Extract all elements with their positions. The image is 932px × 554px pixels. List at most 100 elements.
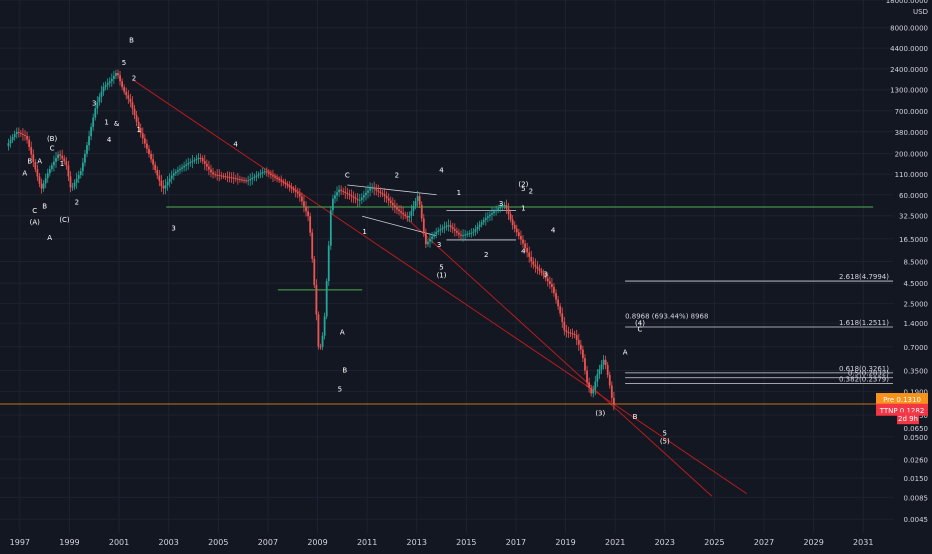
candle-body [383,194,386,197]
wave-label: (3) [595,410,605,418]
candle-body [420,204,423,219]
candle-body [158,175,161,181]
candle-body [232,177,235,179]
candle-body [228,176,231,178]
wave-label: C [638,325,643,333]
wave-label: 2 [75,199,79,207]
candle-body [257,174,260,176]
candle-body [259,173,262,175]
y-tick-label: 2400.0000 [890,66,928,74]
candle-body [88,136,90,146]
wave-label: 3 [437,241,441,249]
candle-body [480,222,483,225]
candle-body [447,225,450,227]
candle-body [40,183,43,189]
candle-body [569,332,572,334]
candle-body [19,132,22,134]
candle-body [526,247,529,253]
candle-body [412,206,415,211]
candle-body [210,169,212,173]
candle-body [575,335,578,340]
candle-body [280,180,283,182]
candle-body [551,284,553,287]
candle-body [243,179,245,181]
candle-body [309,216,312,233]
candle-body [367,190,369,193]
candle-body [476,226,479,230]
candle-body [340,189,343,191]
candle-body [220,175,223,177]
candle-body [100,91,103,97]
candle-body [460,234,462,236]
trendline-upper [133,80,747,495]
candle-body [38,176,41,184]
candle-body [278,179,281,181]
candle-body [28,139,31,148]
wave-label: 4 [107,136,112,144]
wave-label: 5 [521,185,525,193]
candle-body [499,207,502,209]
y-tick-label: 18000.0000 [886,0,928,5]
x-tick-label: 2003 [158,538,178,547]
y-tick-label: 8000.0000 [890,25,928,33]
candle-body [174,171,177,174]
candle-body [354,197,357,200]
candle-body [129,98,132,103]
candle-body [48,168,51,174]
candle-body [528,252,531,257]
candle-body [112,75,115,79]
y-tick-label: 32.5000 [899,213,928,221]
wave-label: (B) [47,135,58,143]
fib-level-label: 0.618(0.3261) [839,365,889,373]
candle-body [336,192,338,196]
candle-body [451,227,454,230]
candle-body [230,177,233,179]
wave-label: A [340,329,345,337]
y-tick-label: 0.0085 [904,494,929,502]
candle-body [193,160,196,162]
candle-body [381,192,384,195]
candle-body [154,164,157,171]
candle-body [115,73,117,76]
y-tick-label: 4.5000 [904,280,929,288]
candle-body [559,306,562,314]
candle-body [520,235,522,240]
candle-body [544,275,547,279]
candle-body [57,154,59,159]
candle-body [199,157,202,159]
candle-body [172,173,175,176]
candle-body [272,175,274,177]
fib-levels: 2.618(4.7994)1.618(1.2511)0.618(0.3261)0… [625,273,893,385]
candle-body [606,365,609,375]
candle-body [555,293,557,300]
x-tick-label: 2029 [803,538,823,547]
candle-body [22,133,24,135]
countdown-label: 2d 9h [898,415,918,423]
candle-body [455,230,458,233]
candle-body [573,333,576,336]
wave-label: A [47,234,52,242]
wave-label: 4 [439,167,444,175]
candle-body [524,243,526,248]
trendline-lower [406,218,713,497]
candle-body [245,180,247,182]
wave-label: C [345,171,350,179]
y-tick-label: 0.0260 [904,456,929,464]
candle-body [458,232,460,235]
candle-body [391,202,394,206]
wave-label: A [623,348,628,356]
candle-body [600,364,603,370]
wave-label: 5 [439,264,443,272]
wave-label: B [633,413,638,421]
candle-body [222,175,225,177]
candle-body [493,211,495,214]
candle-body [470,232,473,234]
wave-label: A [37,157,42,165]
candle-body [517,232,520,236]
x-tick-label: 1997 [10,538,30,547]
y-tick-label: 110.0000 [895,171,928,179]
candle-body [530,256,533,262]
y-tick-label: 200.0000 [895,151,928,159]
candle-body [216,174,219,176]
